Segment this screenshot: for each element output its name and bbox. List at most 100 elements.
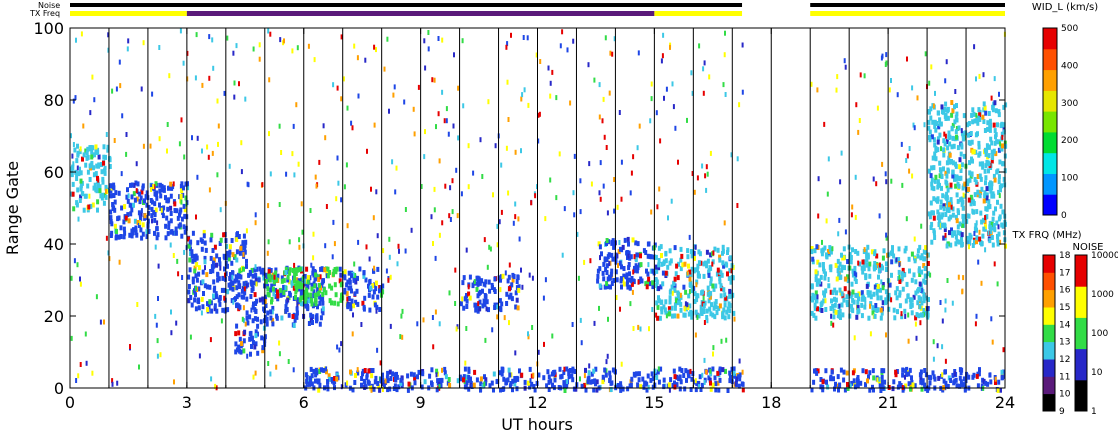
scatter-point bbox=[702, 308, 706, 314]
scatter-point bbox=[814, 290, 818, 296]
scatter-point bbox=[864, 369, 868, 375]
scatter-point bbox=[628, 271, 631, 277]
scatter-point bbox=[386, 370, 390, 376]
scatter-point bbox=[215, 293, 219, 299]
scatter-point bbox=[928, 214, 932, 220]
scatter-point bbox=[213, 244, 217, 250]
scatter-point bbox=[300, 301, 303, 307]
scatter-point bbox=[718, 377, 722, 383]
scatter-point bbox=[662, 32, 665, 38]
scatter-point bbox=[280, 278, 284, 284]
scatter-point bbox=[158, 182, 162, 188]
scatter-point bbox=[945, 59, 948, 65]
scatter-point bbox=[632, 371, 636, 377]
scatter-point bbox=[900, 311, 903, 317]
scatter-point bbox=[609, 271, 613, 277]
scatter-point bbox=[126, 46, 129, 52]
scatter-point bbox=[316, 378, 320, 384]
scatter-point bbox=[365, 244, 368, 250]
scatter-point bbox=[968, 244, 970, 250]
scatter-point bbox=[311, 314, 314, 320]
scatter-point bbox=[978, 151, 982, 157]
scatter-point bbox=[233, 254, 237, 260]
scatter-point bbox=[627, 253, 630, 259]
scatter-point bbox=[898, 262, 901, 268]
scatter-point bbox=[587, 62, 590, 68]
scatter-point bbox=[267, 269, 271, 274]
scatter-point bbox=[649, 254, 653, 260]
scatter-point bbox=[920, 386, 924, 392]
scatter-point bbox=[904, 313, 907, 319]
scatter-point bbox=[223, 266, 226, 272]
scatter-point bbox=[726, 271, 729, 277]
scatter-point bbox=[254, 301, 258, 306]
scatter-point bbox=[707, 298, 711, 304]
scatter-point bbox=[956, 224, 960, 230]
scatter-point bbox=[191, 135, 193, 141]
scatter-point bbox=[988, 204, 992, 209]
scatter-point bbox=[441, 367, 443, 373]
scatter-point bbox=[491, 285, 494, 290]
txfreq-colorbar-swatch bbox=[1043, 341, 1055, 360]
scatter-point bbox=[84, 331, 87, 337]
scatter-point bbox=[691, 371, 695, 376]
scatter-point bbox=[978, 229, 981, 235]
scatter-point bbox=[342, 76, 345, 82]
scatter-point bbox=[177, 271, 180, 277]
scatter-point bbox=[152, 210, 156, 216]
scatter-point bbox=[598, 244, 602, 250]
scatter-point bbox=[981, 164, 985, 170]
scatter-point bbox=[839, 367, 843, 373]
scatter-point bbox=[708, 292, 711, 298]
scatter-point bbox=[873, 251, 877, 257]
scatter-point bbox=[237, 303, 241, 309]
scatter-point bbox=[528, 384, 532, 390]
scatter-point bbox=[238, 250, 242, 256]
scatter-point bbox=[197, 271, 201, 277]
scatter-point bbox=[960, 196, 964, 202]
scatter-point bbox=[492, 371, 496, 377]
scatter-point bbox=[309, 366, 313, 372]
scatter-point bbox=[829, 246, 832, 252]
scatter-point bbox=[266, 310, 270, 316]
scatter-point bbox=[288, 279, 291, 285]
scatter-point bbox=[245, 228, 248, 234]
scatter-point bbox=[130, 182, 134, 188]
scatter-point bbox=[819, 377, 823, 382]
scatter-point bbox=[191, 276, 195, 282]
scatter-point bbox=[810, 310, 814, 316]
scatter-point bbox=[853, 270, 856, 276]
scatter-point bbox=[88, 193, 91, 199]
scatter-point bbox=[75, 171, 79, 177]
scatter-point bbox=[437, 111, 440, 117]
scatter-point bbox=[679, 292, 682, 298]
scatter-point bbox=[111, 381, 114, 387]
scatter-point bbox=[816, 306, 819, 312]
scatter-point bbox=[990, 221, 994, 227]
scatter-point bbox=[264, 303, 268, 308]
scatter-point bbox=[983, 168, 987, 174]
scatter-point bbox=[698, 374, 702, 380]
scatter-point bbox=[169, 181, 173, 187]
scatter-point bbox=[320, 367, 323, 373]
scatter-point bbox=[210, 232, 214, 238]
scatter-point bbox=[286, 297, 290, 303]
scatter-point bbox=[633, 254, 636, 260]
scatter-point bbox=[72, 142, 75, 147]
scatter-point bbox=[602, 183, 605, 189]
scatter-point bbox=[195, 277, 199, 283]
scatter-point bbox=[401, 334, 404, 340]
scatter-point bbox=[646, 280, 649, 286]
scatter-point bbox=[644, 281, 648, 287]
scatter-point bbox=[505, 44, 508, 50]
scatter-point bbox=[468, 274, 472, 280]
scatter-point bbox=[94, 187, 98, 193]
scatter-point bbox=[673, 302, 677, 308]
scatter-point bbox=[924, 249, 928, 255]
width-colorbar-swatch bbox=[1043, 28, 1057, 50]
scatter-point bbox=[77, 373, 80, 379]
scatter-point bbox=[375, 189, 378, 195]
scatter-point bbox=[686, 117, 688, 123]
scatter-point bbox=[984, 215, 987, 221]
scatter-point bbox=[119, 234, 123, 239]
